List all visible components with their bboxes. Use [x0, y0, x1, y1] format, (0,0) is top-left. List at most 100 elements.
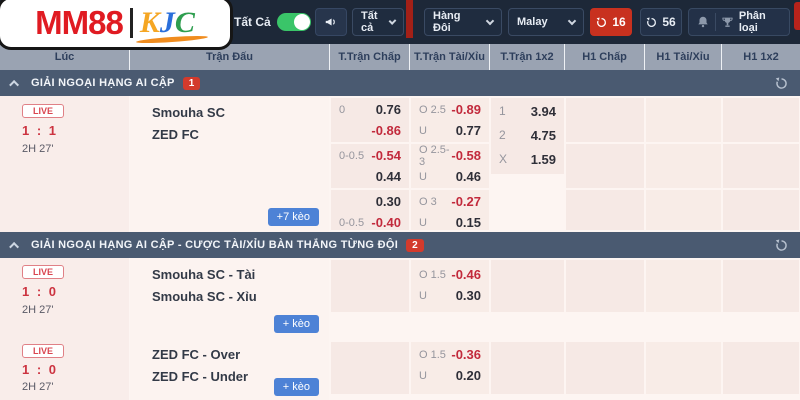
- odds-value[interactable]: 3.94: [530, 103, 556, 119]
- odds-value[interactable]: -0.54: [371, 148, 401, 163]
- odds-cell-empty: [646, 190, 721, 230]
- more-bets-button[interactable]: + kèo: [273, 315, 319, 333]
- odds-label: U: [419, 170, 427, 183]
- odds-value[interactable]: 1.59: [530, 151, 556, 167]
- refresh-icon[interactable]: [775, 77, 788, 90]
- odds-value[interactable]: -0.86: [371, 123, 401, 138]
- odds-option[interactable]: O 2.5-3 -0.58: [411, 144, 489, 168]
- odds-label: U: [419, 289, 427, 302]
- brand-logo: MM88 KJC: [0, 0, 233, 50]
- odds-option[interactable]: U 0.77: [411, 120, 489, 141]
- odds-option[interactable]: 0-0.5 -0.40: [331, 212, 409, 233]
- refresh-count-button[interactable]: 56: [640, 8, 682, 36]
- time-cell: LIVE 1 : 0 2H 27': [0, 340, 129, 400]
- odds-option[interactable]: X 1.59: [491, 147, 564, 171]
- odds-value[interactable]: -0.58: [451, 148, 481, 163]
- odds-cell-empty: [566, 342, 644, 394]
- odds-cell: O 1.5 -0.46 U 0.30: [411, 260, 489, 312]
- odds-option[interactable]: O 3 -0.27: [411, 191, 489, 212]
- odds-value[interactable]: 0.30: [375, 194, 401, 209]
- more-bets-button[interactable]: +7 kèo: [267, 208, 319, 226]
- odds-value[interactable]: 0.20: [455, 368, 481, 383]
- odds-value[interactable]: 0.46: [455, 169, 481, 184]
- ft-1x2-column: [490, 340, 565, 400]
- match-cell: Smouha SC ZED FC +7 kèo: [130, 96, 329, 232]
- refresh-icon[interactable]: [775, 239, 788, 252]
- ft-overunder-column: O 1.5 -0.36 U 0.20: [410, 340, 490, 400]
- more-bets-button[interactable]: + kèo: [273, 378, 319, 396]
- odds-value[interactable]: -0.36: [451, 347, 481, 362]
- odds-option[interactable]: U 0.30: [411, 285, 489, 306]
- bell-icon[interactable]: [696, 15, 710, 29]
- odds-value[interactable]: -0.27: [451, 194, 481, 209]
- odds-value[interactable]: 0.77: [455, 123, 481, 138]
- odds-type-dropdown[interactable]: Malay: [508, 8, 584, 36]
- classify-label: Phân loại: [738, 10, 766, 34]
- odds-option[interactable]: 1 3.94: [491, 99, 564, 123]
- home-team: Smouha SC: [152, 105, 225, 120]
- h1-1x2-column: [722, 340, 800, 400]
- odds-option[interactable]: 0.30: [331, 191, 409, 212]
- odds-label: U: [419, 369, 427, 382]
- collapse-icon: [9, 241, 20, 252]
- live-count-button[interactable]: 16: [590, 8, 632, 36]
- odds-option[interactable]: -0.86: [331, 120, 409, 141]
- odds-value[interactable]: 0.76: [375, 102, 401, 117]
- odds-cell: 0-0.5 -0.54 0.44: [331, 144, 409, 188]
- h1-overunder-column: [645, 258, 722, 340]
- topbar: Tất Cả Tất cả Hàng Đôi Malay 16: [0, 0, 800, 44]
- odds-option[interactable]: U 0.15: [411, 212, 489, 233]
- filter-dropdown[interactable]: Tất cả: [352, 8, 404, 36]
- odds-option[interactable]: 0.44: [331, 166, 409, 187]
- odds-value[interactable]: -0.40: [371, 215, 401, 230]
- match-cell: Smouha SC - Tài Smouha SC - Xỉu + kèo: [130, 258, 329, 340]
- odds-value[interactable]: 4.75: [530, 127, 556, 143]
- odds-cell-empty: [566, 98, 644, 142]
- classify-group[interactable]: Phân loại: [688, 8, 790, 36]
- odds-cell-empty: [331, 260, 409, 312]
- odds-cell: O 2.5-3 -0.58 U 0.46: [411, 144, 489, 188]
- odds-label: 2: [499, 128, 506, 142]
- match-score: 1 : 0: [22, 284, 59, 299]
- queue-dropdown-value: Hàng Đôi: [433, 10, 461, 34]
- announcement-button[interactable]: [315, 8, 347, 36]
- column-header-match: Trận Đấu: [130, 44, 330, 70]
- odds-option[interactable]: O 2.5 -0.89: [411, 99, 489, 120]
- odds-option[interactable]: U 0.20: [411, 365, 489, 386]
- odds-label: 0: [339, 103, 346, 116]
- red-divider: [406, 0, 413, 38]
- away-team: ZED FC: [152, 127, 199, 142]
- match-row-smouha-zed: LIVE 1 : 1 2H 27' Smouha SC ZED FC +7 kè…: [0, 96, 800, 232]
- odds-cell-empty: [723, 144, 799, 188]
- live-badge: LIVE: [22, 344, 65, 358]
- odds-cell: 0.30 0-0.5 -0.40: [331, 190, 409, 230]
- odds-option[interactable]: U 0.46: [411, 166, 489, 187]
- odds-option[interactable]: 0 0.76: [331, 99, 409, 120]
- odds-cell-empty: [723, 190, 799, 230]
- time-cell: LIVE 1 : 0 2H 27': [0, 258, 129, 340]
- column-header-h1-ou: H1 Tài/Xỉu: [645, 44, 722, 70]
- h1-overunder-column: [645, 340, 722, 400]
- section-header-2[interactable]: GIẢI NGOẠI HẠNG AI CẬP - CƯỢC TÀI/XỈU BÀ…: [0, 232, 800, 258]
- odds-value[interactable]: 0.44: [375, 169, 401, 184]
- odds-cell-empty: [723, 342, 799, 394]
- odds-value[interactable]: 0.30: [455, 288, 481, 303]
- odds-option[interactable]: O 1.5 -0.36: [411, 344, 489, 365]
- odds-option[interactable]: O 1.5 -0.46: [411, 264, 489, 285]
- odds-value[interactable]: -0.46: [451, 267, 481, 282]
- odds-option[interactable]: 2 4.75: [491, 123, 564, 147]
- odds-cell: 0 0.76 -0.86: [331, 98, 409, 142]
- live-count: 16: [612, 15, 626, 29]
- odds-option[interactable]: 0-0.5 -0.54: [331, 145, 409, 166]
- odds-label: 0-0.5: [339, 216, 365, 229]
- refresh-icon: [646, 16, 657, 28]
- odds-value[interactable]: -0.89: [451, 102, 481, 117]
- away-team: ZED FC - Under: [152, 369, 249, 384]
- odds-cell: 1 3.94 2 4.75 X 1.59: [491, 98, 564, 174]
- odds-value[interactable]: 0.15: [455, 215, 481, 230]
- match-clock: 2H 27': [22, 381, 54, 393]
- section-header-1[interactable]: GIẢI NGOẠI HẠNG AI CẬP 1: [0, 70, 800, 96]
- select-all-toggle[interactable]: [277, 13, 311, 31]
- queue-dropdown[interactable]: Hàng Đôi: [424, 8, 502, 36]
- odds-label: U: [419, 124, 427, 137]
